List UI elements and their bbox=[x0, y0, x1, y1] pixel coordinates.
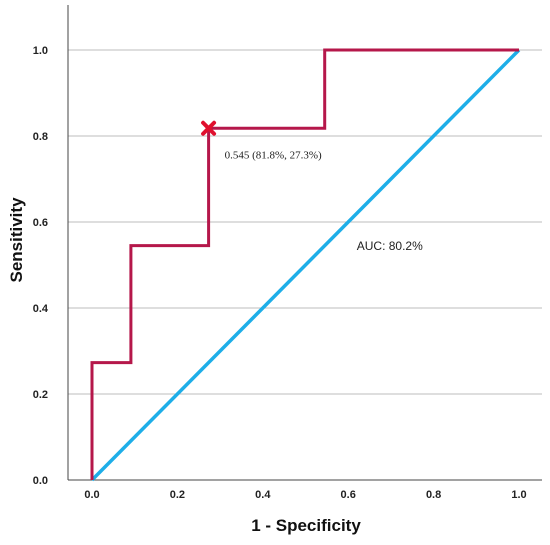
axes-layer bbox=[67, 5, 542, 481]
marker-layer bbox=[201, 120, 217, 136]
x-tick-label: 1.0 bbox=[511, 489, 526, 501]
y-tick-label: 0.4 bbox=[33, 303, 49, 315]
y-tick-label: 1.0 bbox=[33, 45, 48, 57]
y-axis-title: Sensitivity bbox=[7, 197, 26, 283]
x-tick-label: 0.4 bbox=[255, 489, 271, 501]
x-tick-label: 0.0 bbox=[84, 489, 99, 501]
x-tick-label: 0.8 bbox=[426, 489, 441, 501]
cutoff-label: 0.545 (81.8%, 27.3%) bbox=[225, 149, 322, 161]
cutoff-marker bbox=[201, 120, 217, 136]
y-tick-label: 0.6 bbox=[33, 217, 48, 229]
series-layer bbox=[90, 48, 521, 482]
auc-annotation: AUC: 80.2% bbox=[357, 239, 423, 253]
x-axis-title: 1 - Specificity bbox=[251, 516, 361, 535]
roc-curve-line bbox=[90, 48, 519, 480]
x-tick-label: 0.2 bbox=[170, 489, 185, 501]
y-tick-label: 0.2 bbox=[33, 389, 48, 401]
label-layer: 0.0 0.2 0.4 0.6 0.8 1.0 0.0 0.2 0.4 0.6 0.8 1.0 0.54… bbox=[33, 45, 527, 501]
y-tick-label: 0.0 bbox=[33, 475, 48, 487]
reference-diagonal-line bbox=[90, 48, 521, 482]
x-tick-label: 0.6 bbox=[341, 489, 356, 501]
y-tick-label: 0.8 bbox=[33, 131, 48, 143]
cutoff-marker-stroke bbox=[201, 120, 217, 136]
grid-layer bbox=[68, 49, 542, 395]
